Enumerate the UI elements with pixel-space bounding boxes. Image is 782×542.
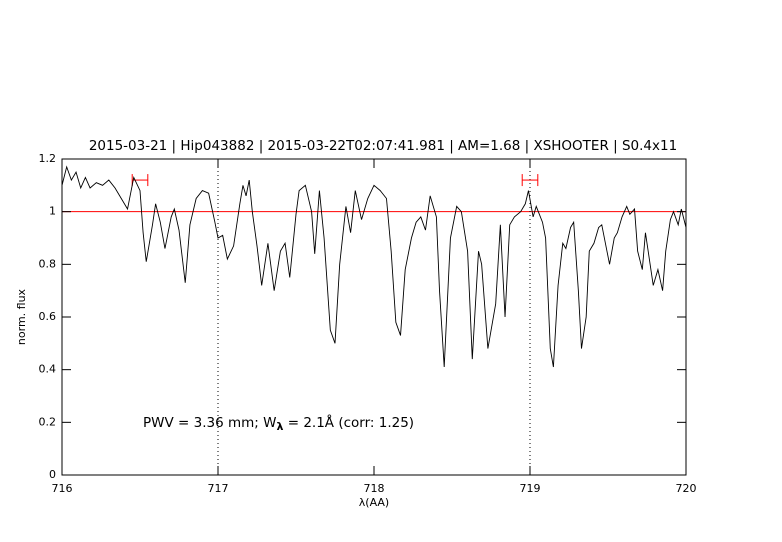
y-tick-label: 0.8 (39, 257, 57, 270)
annotation-text: = 2.1Å (corr: 1.25) (283, 414, 414, 431)
chart-title: 2015-03-21 | Hip043882 | 2015-03-22T02:0… (89, 138, 677, 154)
y-tick-label: 0 (49, 468, 56, 481)
x-tick-label: 716 (52, 482, 73, 495)
spectrum-line (61, 165, 687, 368)
x-tick-label: 717 (208, 482, 229, 495)
y-tick-label: 0.4 (39, 363, 57, 376)
x-tick-label: 719 (520, 482, 541, 495)
annotation: PWV = 3.36 mm; Wλ = 2.1Å (corr: 1.25) (143, 414, 414, 433)
y-tick-label: 1 (49, 205, 56, 218)
annotation-subscript: λ (276, 420, 283, 433)
x-tick-label: 718 (364, 482, 385, 495)
y-axis-label: norm. flux (15, 288, 28, 345)
y-tick-label: 1.2 (39, 152, 57, 165)
y-tick-label: 0.6 (39, 310, 57, 323)
y-tick-label: 0.2 (39, 415, 57, 428)
range-marker (521, 174, 539, 187)
annotation-text: PWV = 3.36 mm; W (143, 415, 276, 431)
x-axis-label: λ(AA) (359, 496, 389, 509)
x-tick-label: 720 (676, 482, 697, 495)
